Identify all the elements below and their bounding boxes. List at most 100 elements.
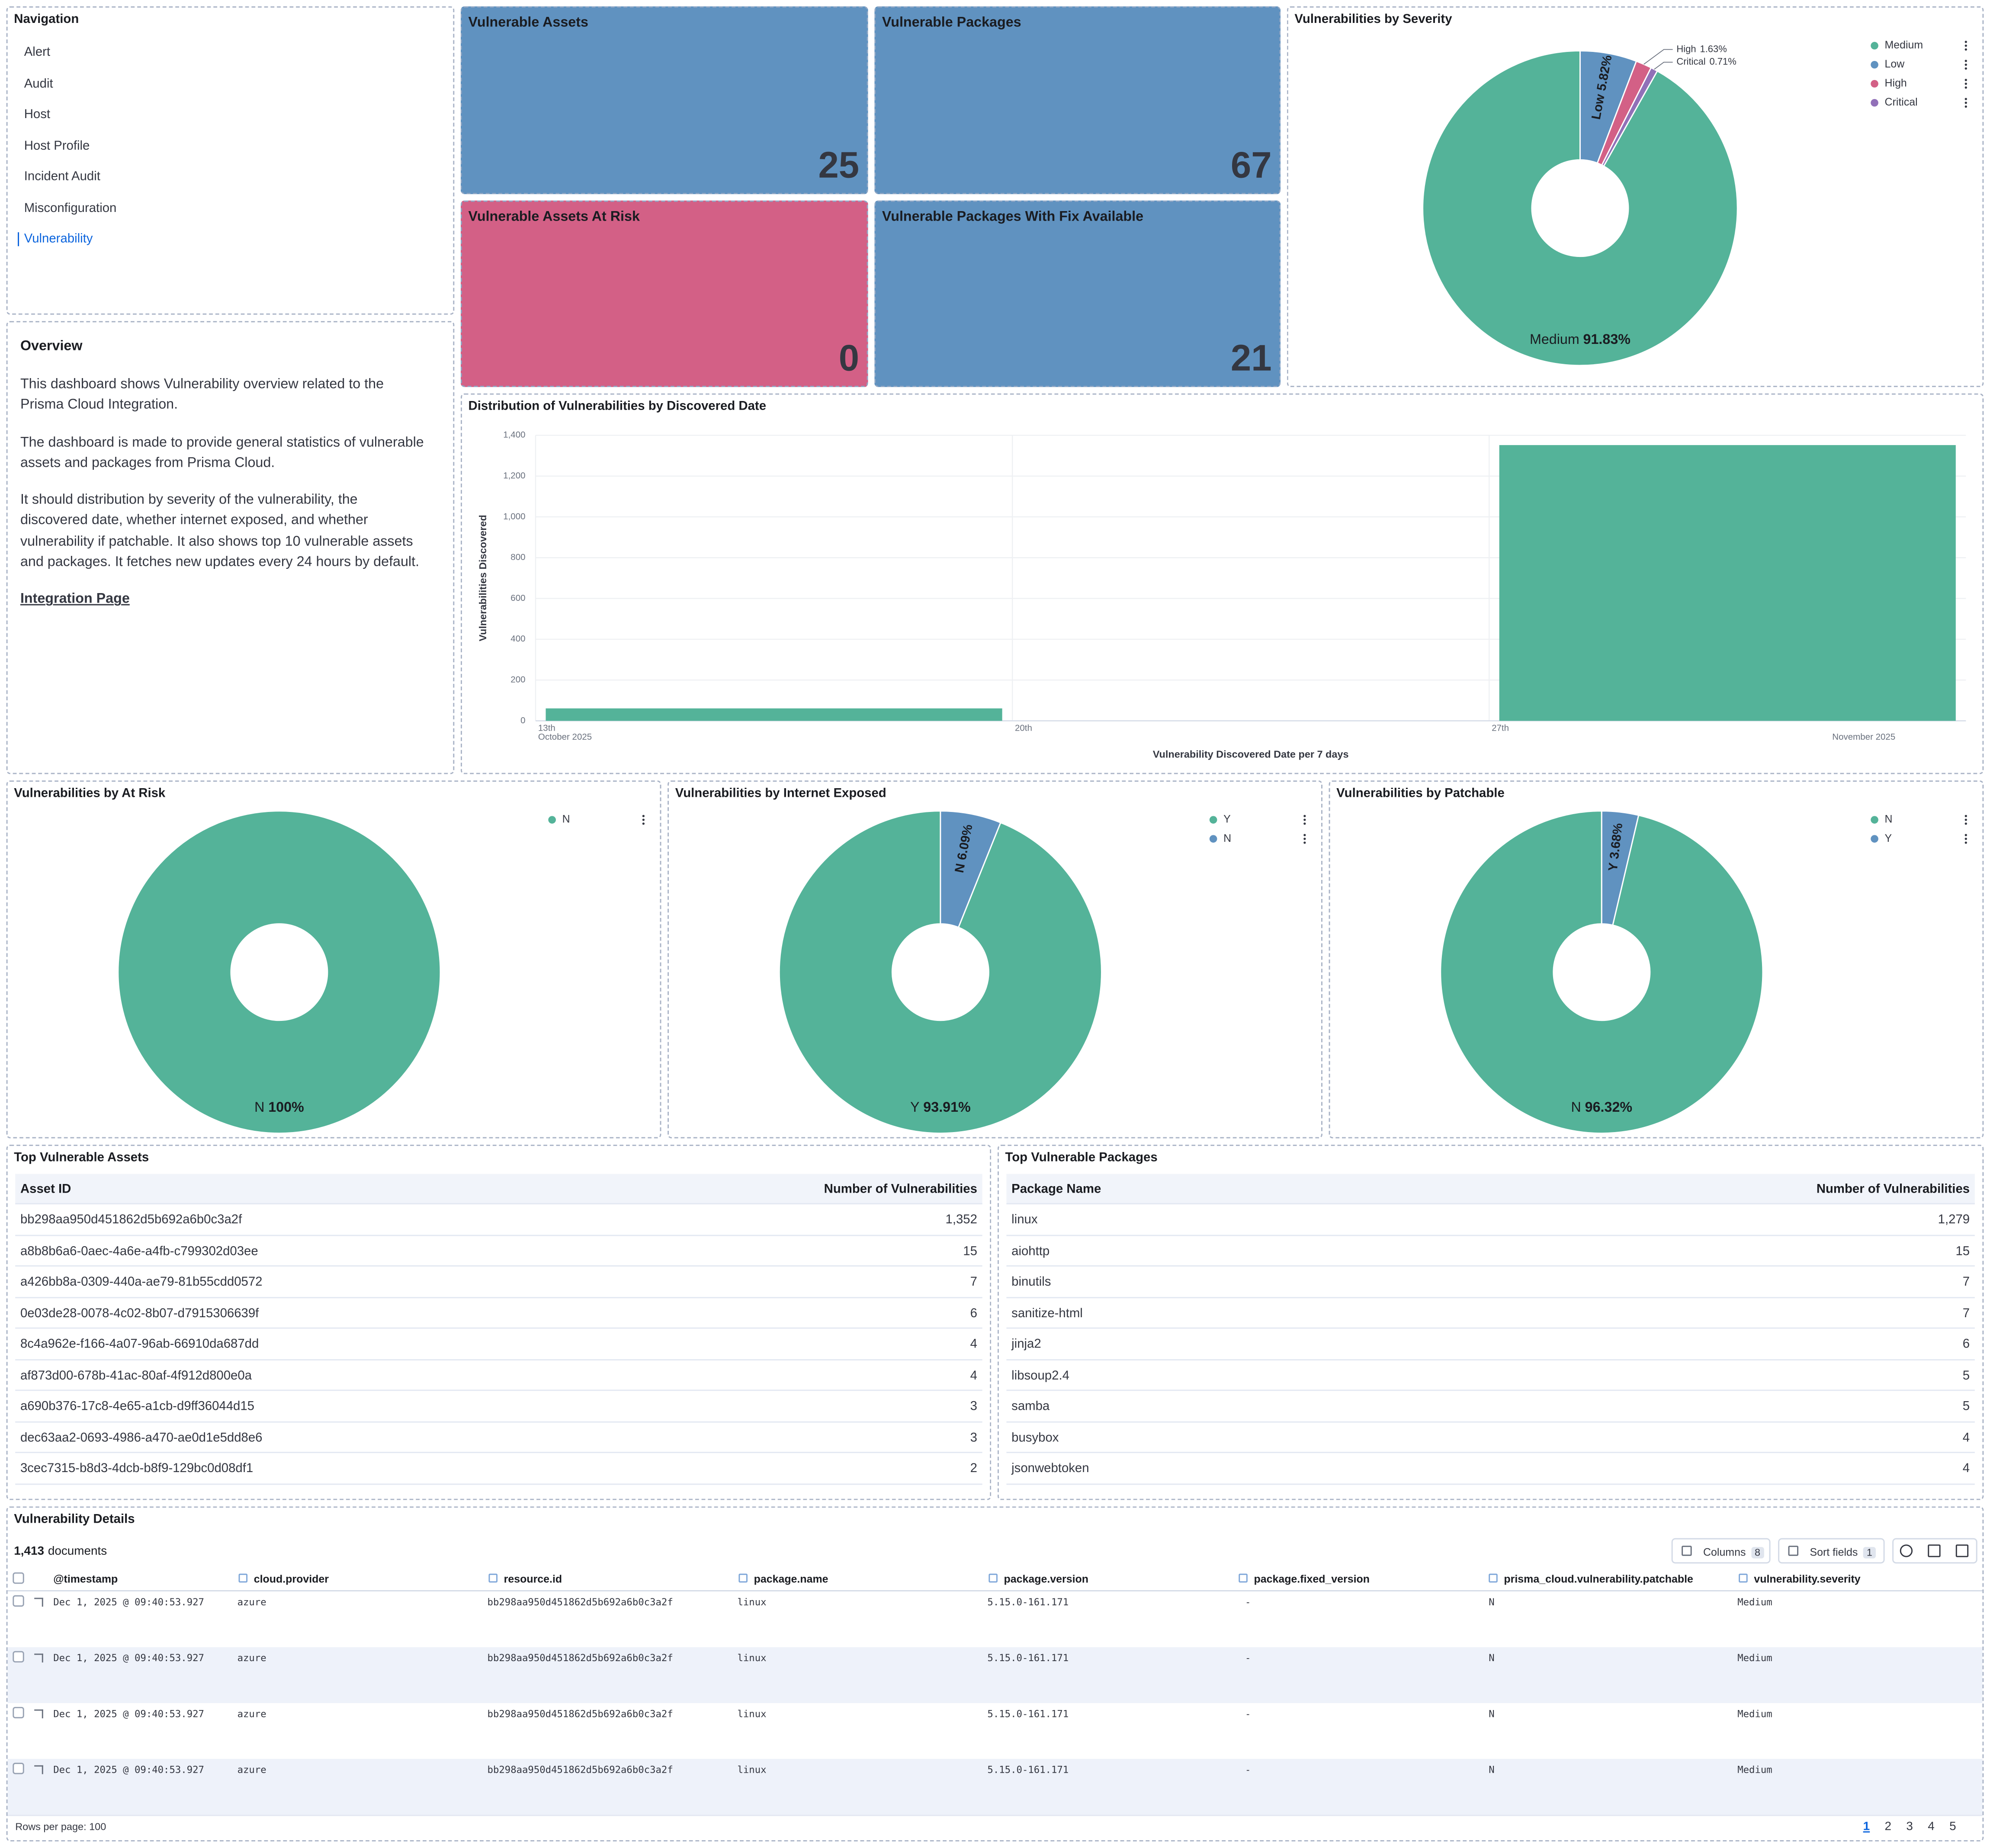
metric-value: 25 [818,146,860,187]
legend-label[interactable]: Low [1885,58,1905,70]
slice-category: Medium [1530,331,1579,347]
legend-label[interactable]: Y [1223,813,1231,825]
table-row: a426bb8a-0309-440a-ae79-81b55cdd0572 7 [15,1267,982,1298]
table-cell: 4 [970,1338,977,1352]
chart: Medium 91.83%Low5.82%High 1.63%Critical 0.7… [1422,39,1967,366]
menu-dot [1964,82,1967,85]
toolbar-button[interactable]: Columns 8 [1671,1538,1771,1564]
legend-label[interactable]: Critical [1885,96,1918,108]
row-checkbox[interactable] [13,1595,24,1607]
menu-dot [1964,815,1967,818]
column-header[interactable]: resource.id [504,1572,562,1585]
page-link[interactable]: 1 [1863,1819,1870,1834]
menu-dot [1964,837,1967,840]
table-cell: binutils [1011,1275,1051,1290]
page-link[interactable]: 4 [1928,1819,1935,1834]
menu-dot [1964,79,1967,81]
nav-item[interactable]: Vulnerability [18,232,93,247]
select-all[interactable] [13,1572,24,1584]
table-cell: linux [1011,1213,1038,1227]
page-link[interactable]: 2 [1884,1819,1892,1834]
navigation-panel: Navigation Alert Audit Host Host Profile Inc… [6,6,455,315]
expand-icon[interactable] [34,1765,43,1774]
column-header[interactable]: vulnerability.severity [1754,1572,1861,1585]
page-link[interactable]: 3 [1906,1819,1913,1834]
table-row: sanitize-html 7 [1006,1298,1975,1329]
column-header[interactable]: Number of Vulnerabilities [824,1183,977,1197]
nav-item[interactable]: Audit [24,77,53,91]
rows-per-page[interactable]: Rows per page: 100 [15,1821,106,1833]
menu-dot [1964,86,1967,89]
metric-title: Vulnerable Packages [882,15,1021,31]
row-checkbox[interactable] [13,1762,24,1774]
cell: N [1489,1596,1495,1608]
column-header[interactable]: Asset ID [20,1183,71,1197]
table-row: linux 1,279 [1006,1204,1975,1235]
nav-item[interactable]: Host Profile [24,139,90,153]
y-tick-label: 200 [510,674,525,684]
count-label: documents [48,1544,107,1559]
table-row: libsoup2.4 5 [1006,1360,1975,1391]
table-cell: 5 [1962,1399,1970,1414]
menu-dot [1964,105,1967,108]
legend-swatch [1871,80,1878,88]
toolbar-icon[interactable] [1955,1544,1969,1557]
toolbar-button[interactable]: Sort fields 1 [1778,1538,1885,1564]
expand-icon[interactable] [34,1598,43,1607]
metric-value: 0 [838,339,860,380]
toolbar-icon[interactable] [1900,1544,1913,1557]
legend-label[interactable]: N [1223,832,1231,844]
menu-dot [1964,41,1967,43]
row-checkbox[interactable] [13,1651,24,1663]
legend-label[interactable]: N [562,813,570,825]
row-checkbox[interactable] [13,1707,24,1719]
slice-value: 93.91% [923,1099,970,1115]
expand-icon[interactable] [34,1709,43,1719]
page-link[interactable]: 5 [1949,1819,1956,1834]
cell: azure [237,1596,266,1608]
column-header[interactable]: package.name [754,1572,828,1585]
table-cell: 6 [1962,1338,1970,1352]
table-cell: 4 [1962,1462,1970,1476]
type-badge [488,1573,498,1583]
column-header[interactable]: prisma_cloud.vulnerability.patchable [1504,1572,1693,1585]
cell: - [1245,1652,1251,1664]
leader-line [1643,49,1673,65]
cell: Dec 1, 2025 @ 09:40:53.927 [53,1764,204,1776]
menu-dot [1303,834,1306,837]
column-header[interactable]: package.version [1004,1572,1089,1585]
slice-value: 1.63% [1700,43,1727,54]
integration-link[interactable]: Integration Page [20,592,130,607]
toolbar-icons[interactable] [1892,1538,1977,1564]
column-header[interactable]: @timestamp [53,1572,118,1585]
nav-item[interactable]: Host [24,108,51,122]
slice-label: High 1.63% [1676,43,1727,54]
table-panel: Top Vulnerable Packages Package Name Numb… [997,1145,1984,1500]
type-badge [1489,1573,1498,1583]
menu-dot [642,815,645,818]
column-header[interactable]: package.fixed_version [1254,1572,1370,1585]
legend-label[interactable]: Medium [1885,39,1923,51]
legend-swatch [1871,816,1878,824]
nav-item[interactable]: Alert [24,45,51,60]
legend-label[interactable]: High [1885,77,1907,89]
legend-label[interactable]: Y [1885,832,1892,844]
table-row: a8b8b6a6-0aec-4a6e-a4fb-c799302d03ee 15 [15,1235,982,1267]
table-cell: 7 [970,1275,977,1290]
table-row: binutils 7 [1006,1267,1975,1298]
column-header[interactable]: Package Name [1011,1183,1101,1197]
cell: linux [737,1764,767,1776]
cell: azure [237,1764,266,1776]
cell: linux [737,1596,767,1608]
nav-item[interactable]: Incident Audit [24,170,100,184]
column-header[interactable]: Number of Vulnerabilities [1816,1183,1970,1197]
table-title: Top Vulnerable Packages [1005,1151,1158,1165]
column-header[interactable]: cloud.provider [254,1572,329,1585]
toolbar-icon[interactable] [1928,1544,1941,1557]
nav-item[interactable]: Misconfiguration [24,201,117,215]
legend-label[interactable]: N [1885,813,1893,825]
count-value: 1,413 [14,1544,45,1559]
slice-value: 0.71% [1709,56,1736,67]
expand-icon[interactable] [34,1653,43,1663]
y-tick-label: 600 [510,593,525,603]
